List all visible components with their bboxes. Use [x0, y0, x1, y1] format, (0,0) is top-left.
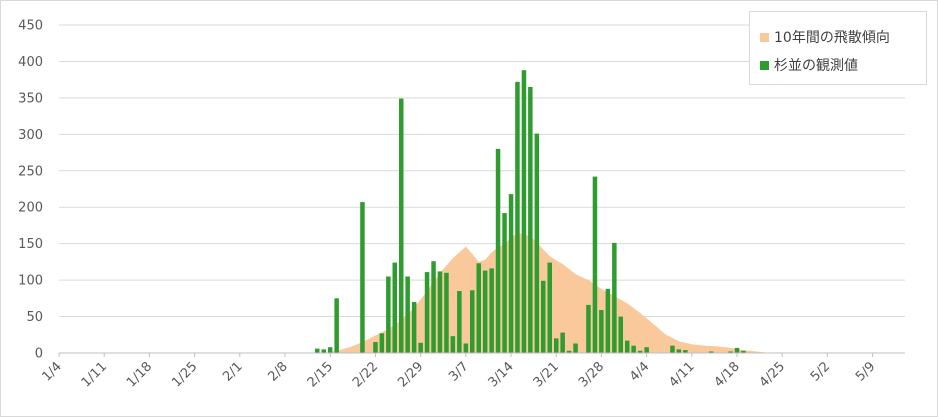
- x-tick-label-5-2: 5/2: [808, 359, 833, 384]
- bar-2-24: [386, 276, 391, 353]
- x-tick-label-3-21: 3/21: [531, 359, 562, 390]
- legend-swatch-trend: [760, 32, 769, 42]
- legend-swatch-observed: [760, 60, 769, 70]
- y-tick-label-300: 300: [18, 128, 43, 143]
- bar-3-21: [554, 338, 559, 353]
- bar-4-3: [637, 350, 643, 353]
- bar-3-19: [541, 280, 546, 353]
- y-tick-label-0: 0: [35, 347, 43, 362]
- x-tick-label-2-29: 2/29: [395, 359, 426, 390]
- x-tick-label-1-25: 1/25: [169, 359, 200, 390]
- bar-3-9: [476, 263, 481, 353]
- bar-4-19: [741, 350, 746, 353]
- bar-2-13: [315, 348, 320, 353]
- bar-3-31: [618, 316, 623, 353]
- bar-3-11: [489, 268, 494, 353]
- bar-2-14: [321, 349, 326, 353]
- x-tick-label-4-18: 4/18: [712, 359, 743, 390]
- x-tick-label-1-11: 1/11: [79, 359, 110, 390]
- bar-3-5: [450, 336, 456, 353]
- bar-3-4: [444, 272, 449, 353]
- y-tick-label-400: 400: [18, 55, 43, 70]
- y-tick-label-450: 450: [18, 19, 43, 34]
- x-tick-label-2-1: 2/1: [220, 359, 245, 384]
- x-tick-label-5-9: 5/9: [853, 359, 878, 384]
- y-tick-label-200: 200: [18, 201, 43, 216]
- x-tick-label-4-4: 4/4: [627, 359, 652, 384]
- x-tick-label-2-22: 2/22: [350, 359, 381, 390]
- x-tick-label-4-11: 4/11: [666, 359, 697, 390]
- bar-3-29: [605, 288, 611, 353]
- bar-3-18: [534, 133, 540, 353]
- legend: 10年間の飛散傾向 杉並の観測値: [749, 11, 927, 85]
- bar-4-9: [676, 349, 682, 353]
- y-tick-label-150: 150: [18, 237, 43, 252]
- bar-3-13: [502, 213, 507, 353]
- bar-3-30: [612, 242, 617, 353]
- bar-3-7: [463, 343, 469, 353]
- x-tick-label-4-25: 4/25: [757, 359, 788, 390]
- bar-3-3: [437, 271, 443, 353]
- bar-3-15: [515, 81, 520, 354]
- bar-2-26: [399, 98, 404, 353]
- bar-4-1: [625, 340, 630, 353]
- bar-3-26: [586, 304, 591, 353]
- x-tick-label-3-14: 3/14: [486, 359, 517, 390]
- x-tick-label-3-7: 3/7: [446, 359, 471, 384]
- bar-2-25: [392, 262, 397, 353]
- y-tick-label-100: 100: [18, 274, 43, 289]
- y-tick-label-50: 50: [26, 310, 43, 325]
- bar-4-17: [728, 351, 733, 353]
- bar-2-16: [334, 298, 339, 353]
- x-tick-label-2-8: 2/8: [265, 359, 290, 384]
- y-tick-label-350: 350: [18, 91, 43, 106]
- bar-3-17: [528, 87, 533, 353]
- bar-2-20: [360, 202, 365, 353]
- bar-3-16: [521, 70, 527, 353]
- bar-3-20: [547, 262, 552, 353]
- x-tick-label-1-4: 1/4: [39, 359, 64, 384]
- bar-3-27: [592, 176, 598, 353]
- bar-2-28: [411, 302, 417, 353]
- bar-3-1: [424, 272, 430, 353]
- bar-4-10: [683, 350, 688, 353]
- bar-4-4: [644, 347, 649, 353]
- bar-3-24: [573, 343, 578, 353]
- bar-3-6: [457, 291, 462, 353]
- bar-4-2: [631, 345, 636, 353]
- bar-3-28: [599, 310, 604, 353]
- bar-4-14: [708, 351, 714, 353]
- legend-label-observed: 杉並の観測値: [774, 58, 858, 74]
- bar-2-22: [373, 342, 378, 353]
- legend-item-observed: 杉並の観測値: [760, 54, 858, 76]
- bar-3-23: [566, 350, 572, 353]
- bar-3-8: [470, 290, 475, 353]
- x-tick-label-3-28: 3/28: [576, 359, 607, 390]
- bar-2-29: [418, 342, 423, 353]
- x-tick-label-1-18: 1/18: [124, 359, 155, 390]
- bar-2-27: [405, 276, 410, 353]
- bar-2-15: [327, 347, 333, 353]
- y-tick-label-250: 250: [18, 164, 43, 179]
- legend-label-trend: 10年間の飛散傾向: [774, 30, 890, 46]
- bar-3-14: [508, 194, 514, 353]
- x-tick-label-2-15: 2/15: [305, 359, 336, 390]
- bar-3-22: [560, 332, 565, 353]
- bar-3-2: [431, 261, 436, 353]
- bar-3-10: [482, 270, 488, 353]
- bar-2-23: [379, 333, 385, 353]
- legend-item-trend: 10年間の飛散傾向: [760, 26, 890, 48]
- bar-3-12: [495, 148, 501, 353]
- bar-4-8: [670, 345, 675, 353]
- bar-4-18: [734, 347, 740, 353]
